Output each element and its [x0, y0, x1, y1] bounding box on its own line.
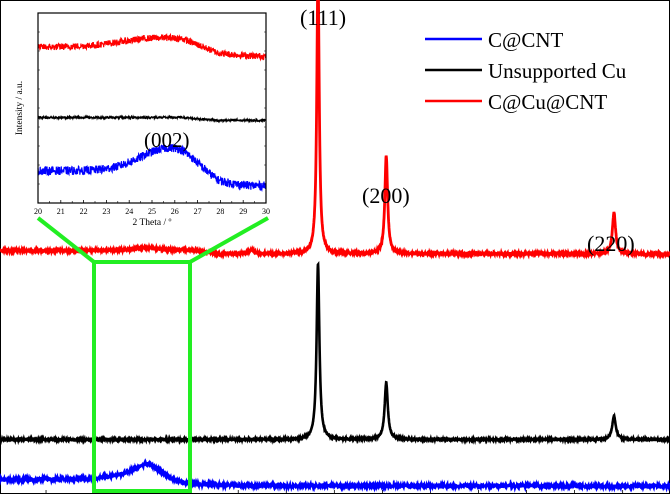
peak-label-200: (200): [362, 183, 410, 208]
inset-peak-label-002: (002): [144, 128, 190, 152]
inset-x-tick-label: 27: [194, 207, 202, 216]
inset-x-tick-label: 29: [239, 207, 247, 216]
inset-x-tick-label: 21: [57, 207, 65, 216]
series-unsupported-cu: [0, 261, 670, 446]
inset-series-group: [37, 32, 267, 193]
series-c-at-cu-at-cnt: [0, 0, 670, 261]
legend-label: C@CNT: [488, 28, 564, 52]
inset-x-tick-label: 28: [216, 207, 224, 216]
inset-y-ticks: [38, 31, 266, 185]
legend-label: Unsupported Cu: [488, 59, 627, 83]
inset-x-tick-label: 24: [125, 207, 133, 216]
inset-x-tick-label: 23: [102, 207, 110, 216]
inset-x-axis-title: 2 Theta / º: [133, 218, 172, 228]
inset-x-tick-label: 22: [80, 207, 88, 216]
series-c-at-cnt: [0, 457, 670, 493]
inset-series-unsupported-cu: [37, 114, 267, 124]
inset-y-axis-title: Intensity / a.u.: [15, 81, 25, 135]
inset-x-tick-label: 20: [34, 207, 42, 216]
legend-item-c-at-cnt: C@CNT: [425, 28, 564, 52]
legend-label: C@Cu@CNT: [488, 90, 607, 114]
peak-label-220: (220): [587, 231, 635, 256]
inset-x-ticks: 20 21 22 23 24 25 26 27 28 29 30: [34, 200, 270, 216]
legend: C@CNT Unsupported Cu C@Cu@CNT: [425, 28, 627, 114]
inset-chart: 20 21 22 23 24 25 26 27 28 29 30 2 Theta / º Inten…: [15, 12, 270, 228]
zoom-region-box: [92, 260, 192, 493]
zoom-connector-right: [189, 216, 269, 264]
legend-item-c-at-cu-at-cnt: C@Cu@CNT: [425, 90, 607, 114]
zoom-connector-left: [36, 216, 96, 264]
inset-series-c-at-cu-at-cnt: [37, 32, 267, 62]
zoom-highlight: [36, 216, 269, 493]
legend-item-unsupported-cu: Unsupported Cu: [425, 59, 627, 83]
peak-label-111: (111): [300, 5, 346, 30]
inset-series-c-at-cnt: [37, 143, 267, 193]
inset-x-tick-label: 26: [171, 207, 179, 216]
inset-x-tick-label: 25: [148, 207, 156, 216]
inset-x-tick-label: 30: [262, 207, 270, 216]
